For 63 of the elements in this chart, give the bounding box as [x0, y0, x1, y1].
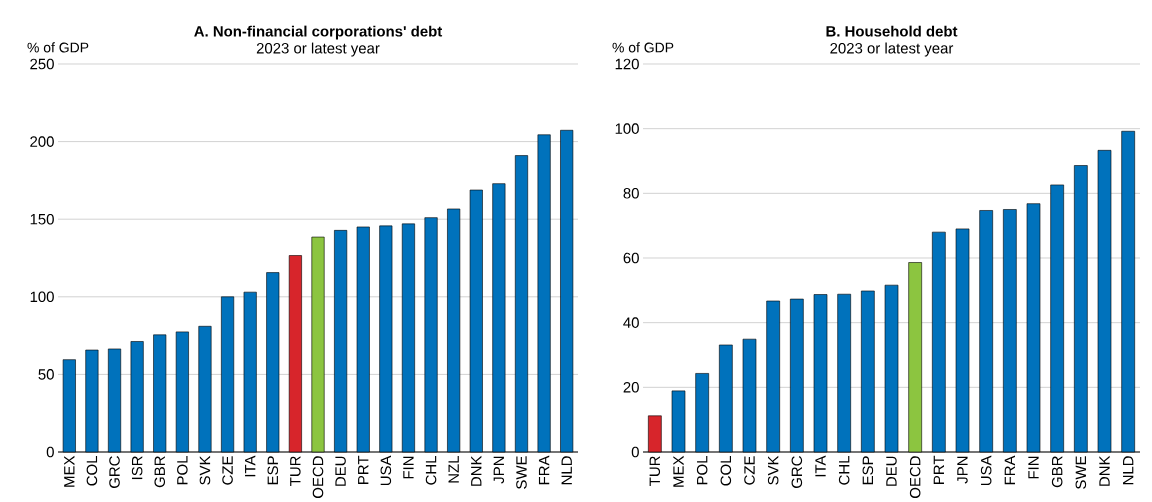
- chart-title: A. Non-financial corporations' debt: [194, 25, 443, 40]
- y-tick-label: 120: [615, 58, 639, 70]
- x-tick-label: NLD: [561, 456, 572, 485]
- x-tick-label: CZE: [222, 456, 233, 485]
- x-tick-label: NLD: [1123, 456, 1134, 485]
- x-tick-label: COL: [86, 456, 98, 486]
- y-tick-label: 20: [623, 382, 639, 393]
- x-tick-label: FRA: [538, 455, 550, 485]
- x-tick-label: JPN: [957, 456, 968, 484]
- y-tick-label: 80: [623, 188, 639, 199]
- x-tick-label: SVK: [199, 455, 211, 485]
- x-tick-label: ESP: [267, 456, 279, 485]
- x-tick-label: CZE: [744, 456, 755, 485]
- x-tick-label: MEX: [64, 455, 75, 487]
- x-tick-label: ITA: [245, 455, 256, 477]
- y-tick-label: 50: [38, 369, 54, 380]
- x-tick-label: NZL: [448, 456, 459, 483]
- x-tick-label: TUR: [649, 456, 661, 486]
- y-tick-label: 100: [30, 291, 54, 303]
- x-tick-label: POL: [177, 456, 188, 485]
- y-tick-label: 40: [623, 317, 639, 328]
- x-tick-label: GBR: [1051, 456, 1063, 488]
- y-tick-label: 200: [30, 136, 54, 147]
- x-tick-label: FIN: [1028, 456, 1039, 479]
- chart-title: B. Household debt: [826, 25, 958, 37]
- y-tick-label: 150: [30, 213, 54, 225]
- x-tick-label: USA: [980, 455, 992, 486]
- chart-subtitle: 2023 or latest year: [256, 42, 380, 57]
- x-tick-label: ISR: [131, 456, 143, 480]
- x-tick-label: USA: [380, 455, 392, 486]
- x-tick-label: DNK: [471, 455, 482, 486]
- x-tick-label: MEX: [673, 455, 684, 487]
- x-tick-label: DNK: [1099, 455, 1110, 486]
- x-tick-label: SVK: [767, 455, 779, 485]
- x-tick-label: OECD: [909, 456, 921, 498]
- chart-subtitle: 2023 or latest year: [830, 42, 954, 57]
- y-tick-label: 60: [623, 252, 639, 264]
- x-tick-label: GRC: [109, 456, 120, 488]
- x-tick-label: DEU: [886, 456, 897, 486]
- x-tick-label: FIN: [403, 456, 414, 479]
- x-tick-label: OECD: [312, 456, 324, 498]
- y-axis-title: % of GDP: [612, 42, 674, 53]
- x-tick-label: CHL: [425, 456, 437, 485]
- x-tick-label: POL: [696, 456, 708, 485]
- x-tick-label: ESP: [862, 456, 874, 485]
- x-tick-label: GRC: [791, 456, 803, 488]
- x-tick-label: ITA: [815, 455, 826, 477]
- y-tick-label: 0: [46, 446, 54, 458]
- x-tick-label: COL: [720, 456, 732, 486]
- x-tick-label: DEU: [335, 456, 346, 486]
- x-tick-label: FRA: [1004, 455, 1015, 485]
- y-tick-label: 250: [30, 58, 54, 70]
- x-tick-label: CHL: [838, 456, 850, 485]
- x-tick-label: PRT: [933, 455, 944, 484]
- x-tick-label: TUR: [290, 456, 301, 486]
- x-tick-label: SWE: [516, 456, 527, 489]
- y-tick-label: 0: [631, 446, 639, 458]
- y-tick-label: 100: [615, 123, 639, 134]
- x-tick-label: PRT: [358, 455, 369, 484]
- x-tick-label: JPN: [493, 456, 505, 484]
- x-tick-label: GBR: [154, 456, 166, 488]
- x-tick-label: SWE: [1075, 456, 1087, 489]
- y-axis-title: % of GDP: [27, 42, 89, 53]
